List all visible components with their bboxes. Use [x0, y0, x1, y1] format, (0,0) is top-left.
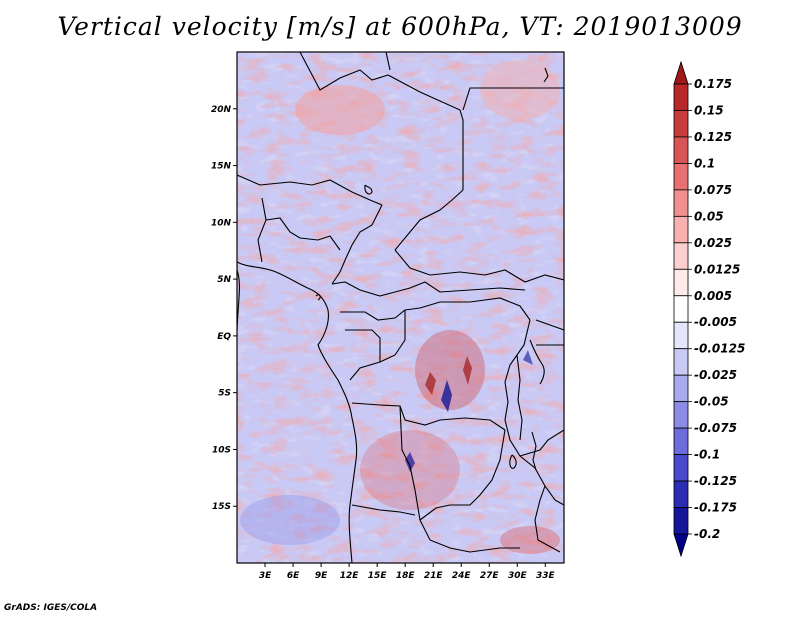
country-borders: [237, 52, 564, 563]
colorbar-max-arrow: [673, 60, 689, 85]
colorbar-swatch: [673, 295, 689, 323]
colorbar-label: 0.15: [694, 103, 724, 117]
lat-tick-label: 10N: [211, 218, 232, 228]
lon-tick-label: 21E: [424, 571, 444, 581]
colorbar-swatch: [673, 454, 689, 482]
lon-tick-label: 30E: [508, 571, 528, 581]
colorbar-swatch: [673, 215, 689, 244]
colorbar-label: -0.05: [694, 395, 729, 409]
lat-tick-label: 15S: [212, 502, 231, 512]
colorbar-swatch: [673, 268, 689, 297]
colorbar-label: 0.0125: [694, 262, 740, 276]
lat-tick-label: 10S: [212, 445, 231, 455]
colorbar-min-arrow: [673, 533, 689, 558]
colorbar-label: -0.125: [694, 474, 737, 488]
colorbar-swatch: [673, 374, 689, 403]
colorbar-swatch: [673, 163, 689, 191]
colorbar-swatch: [673, 189, 689, 217]
colorbar-swatch: [673, 110, 689, 138]
colorbar-swatch: [673, 480, 689, 508]
colorbar-swatch: [673, 401, 689, 429]
velocity-field: [237, 52, 564, 563]
colorbar-swatch: [673, 348, 689, 376]
colorbar-legend: 0.175 0.15 0.125 0.1 0.075 0.05 0.025 0.0125 0.0…: [673, 60, 745, 558]
lon-tick-label: 18E: [396, 571, 416, 581]
colorbar-label: -0.175: [694, 501, 737, 515]
colorbar-swatch: [673, 83, 689, 111]
coastlines-lakes: [315, 67, 549, 471]
grads-credit: GrADS: IGES/COLA: [4, 603, 98, 613]
map-title: Vertical velocity [m/s] at 600hPa, VT: 2…: [57, 12, 743, 41]
colorbar-swatch: [673, 321, 689, 350]
colorbar-swatch: [673, 136, 689, 164]
lon-tick-label: 6E: [287, 571, 300, 581]
colorbar-label: -0.2: [694, 527, 720, 541]
colorbar-label: 0.025: [694, 236, 732, 250]
longitude-axis: 3E 6E 9E 12E 15E 18E 21E 24E 27E 30E 33E: [259, 563, 556, 581]
colorbar-label: 0.005: [694, 289, 732, 303]
lat-tick-label: EQ: [217, 332, 231, 342]
colorbar-label: 0.05: [694, 209, 724, 223]
colorbar-label: -0.005: [694, 315, 737, 329]
lon-tick-label: 33E: [536, 571, 556, 581]
lat-tick-label: 5S: [218, 389, 231, 399]
colorbar-label: 0.125: [694, 130, 732, 144]
colorbar-label: -0.1: [694, 448, 720, 462]
colorbar-label: 0.075: [694, 183, 732, 197]
colorbar-label: -0.0125: [694, 342, 745, 356]
lon-tick-label: 9E: [315, 571, 328, 581]
map-frame: [236, 51, 565, 564]
colorbar-label: -0.075: [694, 421, 737, 435]
lat-tick-label: 15N: [211, 162, 232, 172]
colorbar-label: 0.175: [694, 77, 732, 91]
lat-tick-label: 20N: [211, 105, 232, 115]
lon-tick-label: 15E: [368, 571, 388, 581]
lon-tick-label: 3E: [259, 571, 272, 581]
colorbar-label: -0.025: [694, 368, 737, 382]
colorbar-swatch: [673, 427, 689, 455]
lon-tick-label: 24E: [452, 571, 472, 581]
lat-tick-label: 5N: [217, 275, 231, 285]
lon-tick-label: 12E: [340, 571, 360, 581]
lon-tick-label: 27E: [480, 571, 500, 581]
latitude-axis: 20N 15N 10N 5N EQ 5S 10S 15S: [211, 105, 237, 512]
colorbar-swatch: [673, 242, 689, 270]
colorbar-swatch: [673, 507, 689, 535]
colorbar-label: 0.1: [694, 156, 715, 170]
